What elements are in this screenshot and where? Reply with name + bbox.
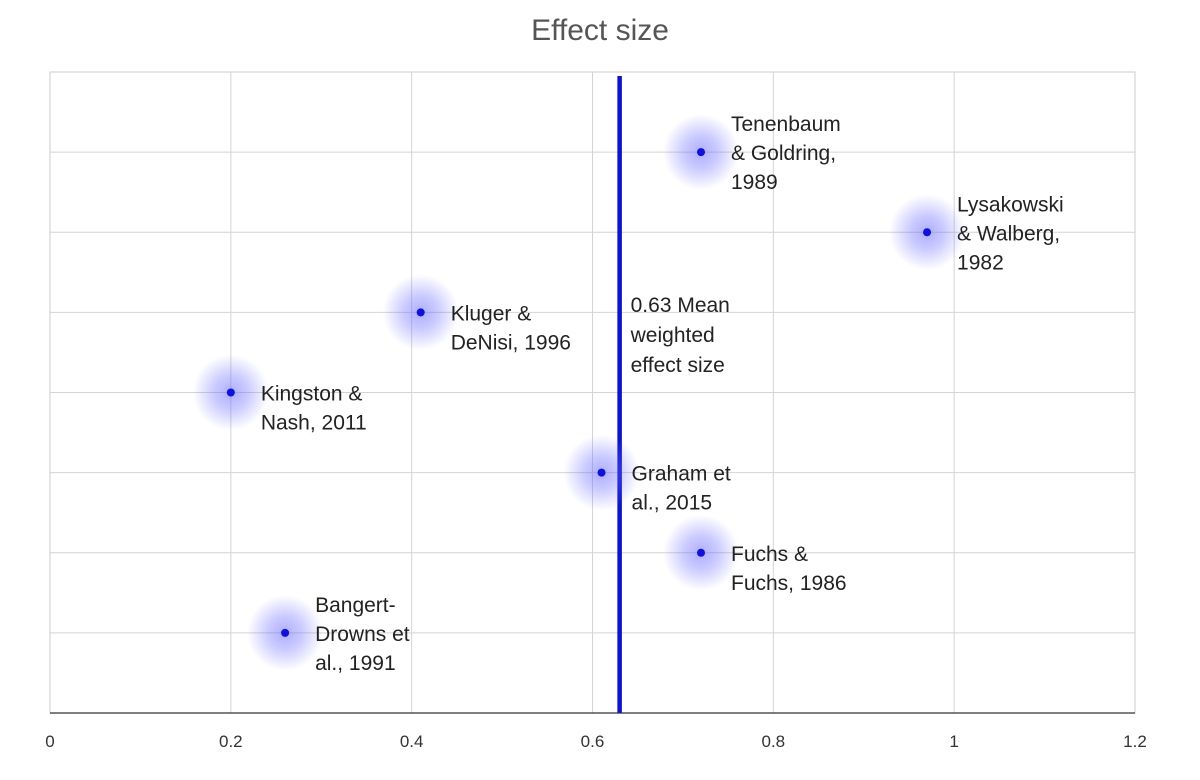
point-label: & Walberg, <box>957 222 1060 245</box>
data-point <box>597 468 606 477</box>
mean-line-label: effect size <box>631 354 725 377</box>
chart-title: Effect size <box>531 14 669 47</box>
data-point <box>416 308 425 317</box>
point-label: Kluger & <box>451 302 532 325</box>
x-tick-label: 1 <box>949 732 958 751</box>
data-point <box>226 388 235 397</box>
data-point <box>281 628 290 637</box>
point-label: Fuchs, 1986 <box>731 572 847 595</box>
point-label: al., 2015 <box>632 492 713 515</box>
point-label: Bangert- <box>315 594 396 617</box>
mean-line-label: weighted <box>630 324 715 347</box>
mean-line-label: 0.63 Mean <box>631 294 730 317</box>
point-label: Nash, 2011 <box>261 412 367 435</box>
data-point <box>697 148 705 157</box>
point-label: 1989 <box>731 171 778 194</box>
point-label: Drowns et <box>315 623 410 646</box>
data-point <box>697 548 705 557</box>
x-tick-label: 0.8 <box>762 732 786 751</box>
point-label: & Goldring, <box>731 142 836 165</box>
x-tick-label: 0 <box>45 732 54 751</box>
point-label: DeNisi, 1996 <box>451 331 571 354</box>
x-tick-label: 0.6 <box>581 732 605 751</box>
point-label: Fuchs & <box>731 543 808 566</box>
x-tick-label: 0.2 <box>219 732 243 751</box>
x-tick-label: 1.2 <box>1123 732 1147 751</box>
point-label: Tenenbaum <box>731 113 841 136</box>
point-label: Kingston & <box>261 383 363 406</box>
point-label: Graham et <box>632 463 731 486</box>
point-label: 1982 <box>957 251 1004 274</box>
data-point <box>923 228 932 237</box>
point-label: Lysakowski <box>957 193 1064 216</box>
x-tick-label: 0.4 <box>400 732 424 751</box>
point-label: al., 1991 <box>315 652 396 675</box>
